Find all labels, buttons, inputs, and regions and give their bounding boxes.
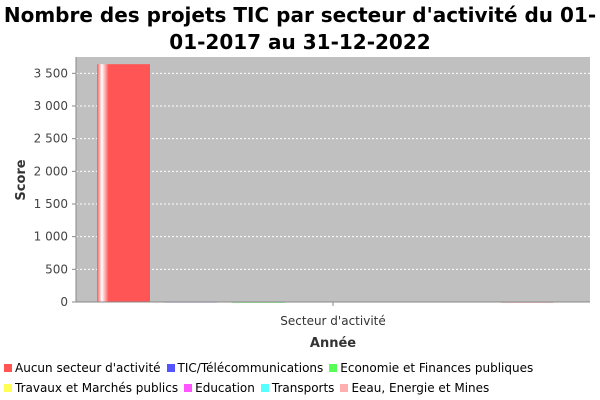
- legend-label: Travaux et Marchés publics: [15, 381, 179, 395]
- y-tick-label: 1 000: [34, 230, 68, 244]
- legend-label: Transports: [271, 381, 335, 395]
- legend-item: Travaux et Marchés publics: [4, 381, 178, 395]
- y-tick-label: 1 500: [34, 197, 68, 211]
- legend-label: Economie et Finances publiques: [340, 361, 534, 375]
- plot-area: [76, 57, 590, 302]
- legend-label: TIC/Télécommunications: [177, 361, 324, 375]
- legend-label: Aucun secteur d'activité: [15, 361, 161, 375]
- y-tick-label: 0: [60, 295, 68, 309]
- y-tick-label: 3 500: [34, 66, 68, 80]
- legend-swatch: [166, 364, 175, 372]
- y-tick-label: 2 000: [34, 164, 68, 178]
- legend-swatch: [4, 364, 12, 372]
- legend-row: Aucun secteur d'activité TIC/Télécommunic…: [4, 358, 596, 378]
- legend-row: Travaux et Marchés publics Education Trans…: [4, 378, 596, 398]
- legend-item: Eeau, Energie et Mines: [340, 381, 489, 395]
- legend-swatch: [260, 384, 269, 392]
- legend-item: Transports: [260, 381, 335, 395]
- legend-item: Economie et Finances publiques: [329, 361, 533, 375]
- y-axis-title: Score: [14, 159, 29, 200]
- legend-label: Education: [195, 381, 255, 395]
- bar: [97, 64, 150, 302]
- legend-label: Eeau, Energie et Mines: [351, 381, 490, 395]
- x-axis-title: Année: [310, 336, 356, 351]
- legend-swatch: [4, 384, 12, 392]
- legend-swatch: [329, 364, 338, 372]
- bar-chart: 0 500 1 000 1 500 2 000 2 500 3 000 3 500 Secte…: [14, 57, 590, 351]
- y-tick-label: 500: [45, 262, 68, 276]
- legend: Aucun secteur d'activité TIC/Télécommunic…: [4, 358, 596, 398]
- y-tick-label: 3 000: [34, 99, 68, 113]
- legend-item: Education: [184, 381, 255, 395]
- chart-title: Nombre des projets TIC par secteur d'act…: [3, 3, 597, 54]
- y-tick-label: 2 500: [34, 132, 68, 146]
- legend-swatch: [340, 384, 349, 392]
- y-axis: 0 500 1 000 1 500 2 000 2 500 3 000 3 500: [34, 66, 76, 309]
- legend-item: Aucun secteur d'activité: [4, 361, 161, 375]
- legend-swatch: [184, 384, 193, 392]
- gridlines: [76, 72, 590, 270]
- x-category-label: Secteur d'activité: [280, 314, 385, 328]
- legend-item: TIC/Télécommunications: [166, 361, 324, 375]
